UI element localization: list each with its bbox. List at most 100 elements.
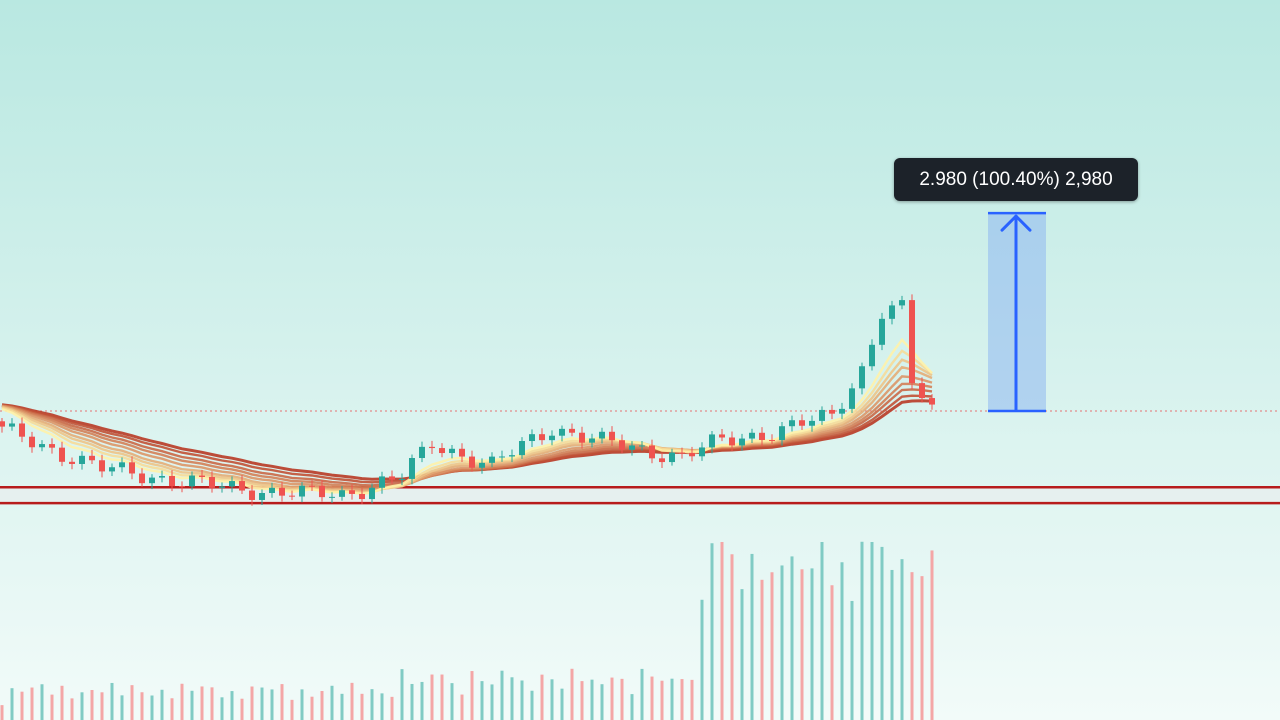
candle-body xyxy=(19,423,25,437)
candle-body xyxy=(479,462,485,468)
volume-bar xyxy=(710,543,714,720)
volume-bar xyxy=(480,681,484,720)
volume-bar xyxy=(870,542,874,720)
volume-bar xyxy=(650,676,654,720)
candle-body xyxy=(249,490,255,500)
volume-bar xyxy=(220,697,224,720)
candle-body xyxy=(149,477,155,484)
ema-line xyxy=(1,338,933,496)
volume-bar xyxy=(840,562,844,720)
volume-bar xyxy=(270,689,274,720)
volume-bar xyxy=(910,572,914,720)
volume-bar xyxy=(550,679,554,720)
volume-bar xyxy=(460,694,464,720)
candle-body xyxy=(929,398,935,405)
volume-bar xyxy=(540,674,544,720)
candlesticks xyxy=(0,294,935,506)
volume-bar xyxy=(120,695,124,720)
volume-bar xyxy=(290,699,294,720)
volume-bar xyxy=(570,668,574,720)
candle-body xyxy=(159,476,165,478)
candle-body xyxy=(669,452,675,463)
volume-bar xyxy=(160,689,164,720)
volume-bar xyxy=(350,682,354,720)
candle-body xyxy=(509,455,515,457)
volume-bar xyxy=(590,679,594,720)
candle-body xyxy=(309,485,315,487)
volume-bar xyxy=(390,696,394,720)
candle-body xyxy=(319,485,325,498)
volume-bar xyxy=(10,688,14,720)
candle-body xyxy=(229,481,235,487)
candle-body xyxy=(799,420,805,426)
volume-bar xyxy=(470,671,474,720)
candle-body xyxy=(199,475,205,478)
volume-bar xyxy=(690,679,694,720)
volume-bar xyxy=(750,553,754,720)
measure-label: 2.980 (100.40%) 2,980 xyxy=(894,158,1138,201)
volume-bar xyxy=(150,695,154,720)
candle-body xyxy=(909,300,915,384)
candle-body xyxy=(709,434,715,448)
candle-body xyxy=(839,408,845,414)
candle-body xyxy=(899,300,905,306)
candle-body xyxy=(629,445,635,450)
volume-bar xyxy=(830,585,834,720)
candle-body xyxy=(779,426,785,441)
volume-bar xyxy=(250,686,254,720)
volume-bar xyxy=(760,579,764,720)
candle-body xyxy=(699,447,705,457)
volume-bar xyxy=(820,542,824,720)
volume-bar xyxy=(620,678,624,720)
volume-bar xyxy=(510,677,514,720)
candle-body xyxy=(39,444,45,448)
candle-body xyxy=(459,448,465,457)
volume-bar xyxy=(190,690,194,720)
volume-bar xyxy=(600,684,604,720)
candle-body xyxy=(169,476,175,487)
candle-body xyxy=(9,423,15,427)
volume-bar xyxy=(110,682,114,720)
volume-bar xyxy=(50,694,54,720)
volume-bar xyxy=(790,556,794,720)
candle-body xyxy=(559,428,565,436)
candle-body xyxy=(449,448,455,454)
candle-body xyxy=(579,432,585,443)
candle-body xyxy=(119,462,125,468)
candle-body xyxy=(469,456,475,468)
candle-body xyxy=(129,462,135,474)
candle-body xyxy=(179,486,185,488)
volume-bar xyxy=(330,685,334,720)
volume-bar xyxy=(180,683,184,720)
volume-bar xyxy=(300,689,304,720)
volume-bar xyxy=(740,589,744,720)
candle-body xyxy=(439,448,445,454)
volume-bar xyxy=(240,698,244,720)
candle-body xyxy=(369,487,375,500)
volume-bar xyxy=(630,694,634,720)
candle-body xyxy=(729,437,735,446)
candle-body xyxy=(279,487,285,496)
volume-bar xyxy=(800,569,804,720)
volume-bar xyxy=(370,689,374,720)
volume-bar xyxy=(310,696,314,720)
volume-bar xyxy=(380,693,384,720)
candle-body xyxy=(889,305,895,319)
volume-bar xyxy=(420,681,424,720)
candle-body xyxy=(209,477,215,488)
candle-body xyxy=(89,455,95,461)
candle-body xyxy=(829,409,835,414)
candle-body xyxy=(399,478,405,480)
volume-bar xyxy=(410,683,414,720)
volume-bar xyxy=(210,687,214,720)
candle-body xyxy=(429,446,435,449)
candle-body xyxy=(219,486,225,488)
candle-body xyxy=(849,388,855,409)
candle-body xyxy=(659,458,665,463)
candle-body xyxy=(639,445,645,447)
candle-body xyxy=(389,476,395,480)
price-range-measure[interactable] xyxy=(988,211,1046,413)
